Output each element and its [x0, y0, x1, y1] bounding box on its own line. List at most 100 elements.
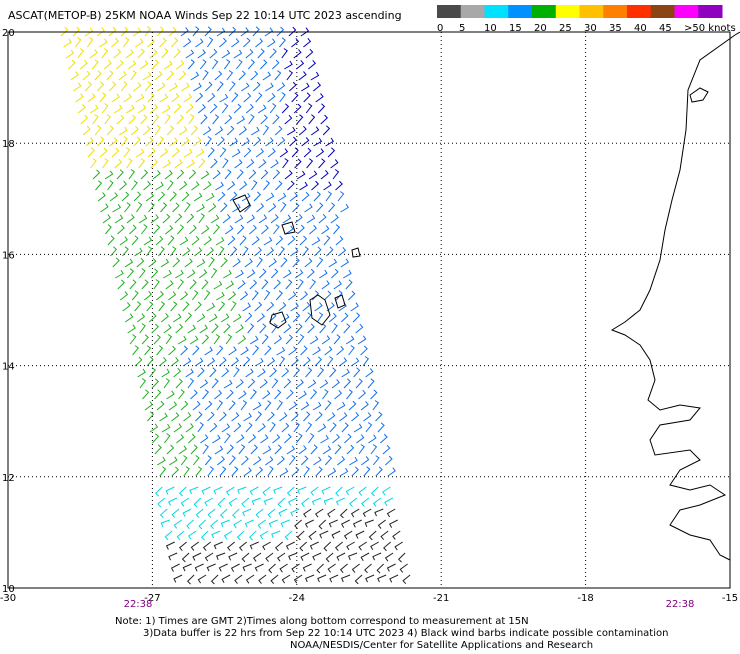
wind-barb [376, 563, 384, 574]
wind-barb [350, 302, 359, 312]
lon-tick-label: -24 [289, 593, 305, 604]
map-title: ASCAT(METOP-B) 25KM NOAA Winds Sep 22 10… [8, 9, 402, 22]
wind-barb [384, 455, 393, 466]
wind-barb [360, 345, 368, 356]
wind-barb [319, 323, 327, 334]
wind-barb [334, 541, 344, 552]
lon-tick-label: -21 [433, 593, 449, 604]
wind-barb [302, 301, 311, 312]
wind-barb [159, 93, 169, 103]
wind-barb [194, 247, 203, 257]
wind-barb [180, 27, 189, 37]
wind-barb [276, 26, 285, 37]
wind-barb [285, 541, 295, 550]
wind-barb [262, 445, 272, 455]
wind-barb [144, 81, 152, 92]
wind-barb [253, 456, 262, 466]
wind-barb [278, 508, 288, 517]
wind-barb [307, 433, 315, 444]
wind-barb [322, 445, 332, 455]
wind-barb [255, 466, 264, 477]
wind-barb [204, 552, 214, 562]
wind-barb [187, 378, 195, 389]
wind-barb [210, 574, 219, 585]
wind-barb [136, 201, 143, 213]
wind-barb [365, 422, 373, 433]
wind-barb [167, 180, 174, 191]
wind-barb [269, 421, 276, 433]
wind-barb [85, 137, 94, 147]
wind-barb [300, 552, 310, 561]
wind-barb [261, 224, 269, 235]
wind-barb [254, 357, 264, 367]
wind-barb [245, 103, 254, 114]
wind-barb [146, 301, 154, 312]
wind-barb [331, 379, 340, 389]
wind-barb [171, 466, 180, 477]
wind-barb [227, 180, 236, 191]
wind-barb [91, 59, 99, 70]
wind-barb [201, 279, 209, 290]
wind-barb [310, 71, 320, 81]
wind-barb [338, 357, 348, 367]
wind-barb [328, 258, 338, 268]
wind-barb [176, 433, 185, 444]
wind-barb [102, 158, 109, 169]
wind-barb [310, 389, 318, 400]
wind-barb [157, 191, 166, 202]
wind-barb [169, 191, 177, 202]
wind-barb [223, 379, 233, 389]
wind-barb [200, 530, 209, 541]
wind-barb [286, 70, 294, 81]
wind-barb [118, 126, 128, 136]
wind-barb [217, 191, 226, 202]
wind-barb [213, 541, 223, 550]
wind-barb [336, 345, 345, 356]
wind-barb [158, 246, 165, 257]
wind-barb [138, 214, 148, 224]
wind-barb [191, 290, 199, 301]
wind-barb [266, 301, 275, 312]
wind-barb [346, 444, 355, 455]
wind-barb [293, 421, 300, 433]
wind-barb [240, 455, 249, 466]
wind-barb [235, 269, 244, 279]
wind-barb [169, 82, 178, 92]
wind-barb [274, 125, 283, 136]
wind-barb [280, 519, 290, 528]
wind-barb [303, 147, 312, 158]
wind-barb [341, 368, 350, 378]
wind-barb [135, 38, 144, 48]
wind-barb [271, 323, 278, 334]
wind-barb [352, 519, 362, 528]
wind-barb [222, 158, 229, 169]
wind-barb [251, 497, 261, 506]
wind-barb [300, 455, 309, 466]
wind-barb [229, 137, 239, 147]
wind-barb [291, 147, 299, 158]
wind-barb [299, 235, 308, 246]
wind-barb [173, 574, 183, 583]
wind-barb [194, 301, 202, 312]
wind-barb [207, 92, 216, 103]
wind-barb [117, 224, 125, 235]
wind-barb [113, 104, 123, 114]
wind-barb [149, 48, 158, 59]
wind-barb [303, 466, 310, 477]
island [689, 87, 709, 103]
wind-barb [258, 159, 267, 169]
wind-barb [236, 530, 245, 541]
wind-barb [185, 103, 194, 114]
wind-barb [192, 400, 201, 411]
wind-barb [387, 467, 396, 477]
wind-barb [294, 519, 303, 530]
wind-barb [206, 36, 214, 48]
wind-barb [250, 70, 259, 81]
wind-barb [368, 434, 377, 444]
wind-barb [335, 497, 346, 506]
wind-barb [309, 541, 319, 550]
wind-barb [226, 389, 234, 400]
wind-barb [129, 334, 137, 345]
wind-barb [285, 279, 293, 290]
wind-barb [168, 345, 177, 356]
